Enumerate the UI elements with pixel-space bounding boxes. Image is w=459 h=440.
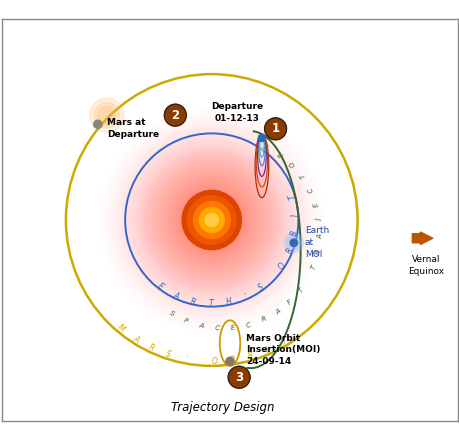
- Circle shape: [199, 208, 224, 232]
- Circle shape: [164, 104, 186, 126]
- Text: A: A: [171, 290, 179, 301]
- Text: T: T: [208, 300, 213, 308]
- Text: P: P: [182, 318, 189, 325]
- Text: O: O: [212, 357, 218, 366]
- Text: A: A: [316, 234, 323, 239]
- Text: T: T: [298, 172, 306, 179]
- Text: J: J: [316, 219, 322, 222]
- Text: E: E: [313, 202, 319, 207]
- Circle shape: [187, 196, 235, 244]
- Text: A: A: [130, 334, 140, 345]
- Text: B: B: [289, 229, 299, 236]
- Text: C: C: [214, 325, 219, 331]
- Text: ': ': [184, 355, 187, 364]
- Text: B: B: [246, 351, 254, 361]
- Text: 1: 1: [271, 122, 279, 136]
- Circle shape: [284, 233, 303, 253]
- Circle shape: [290, 239, 297, 246]
- Circle shape: [193, 202, 230, 238]
- Text: 3: 3: [235, 371, 243, 384]
- Circle shape: [94, 120, 102, 128]
- Text: O: O: [276, 261, 286, 271]
- Text: Mars at
Departure: Mars at Departure: [107, 118, 159, 139]
- Text: Departure
01-12-13: Departure 01-12-13: [210, 103, 263, 123]
- Text: C: C: [245, 322, 252, 329]
- Text: R: R: [230, 355, 236, 365]
- Text: C: C: [307, 186, 314, 193]
- Text: ': ': [243, 292, 248, 301]
- Text: E: E: [230, 325, 235, 331]
- Circle shape: [182, 191, 241, 249]
- Text: M: M: [115, 323, 126, 334]
- Circle shape: [286, 236, 300, 249]
- Text: Vernal
Equinox: Vernal Equinox: [407, 255, 443, 276]
- Text: H: H: [224, 297, 232, 307]
- Text: O: O: [288, 159, 296, 167]
- Text: S: S: [164, 350, 172, 359]
- Text: I: I: [265, 345, 270, 354]
- Circle shape: [205, 213, 218, 227]
- Circle shape: [264, 118, 286, 140]
- Circle shape: [98, 106, 115, 124]
- Circle shape: [94, 103, 119, 128]
- Text: R: R: [276, 149, 284, 157]
- Text: R: R: [314, 249, 321, 255]
- Text: T: T: [280, 337, 288, 347]
- Text: R: R: [147, 343, 156, 353]
- Text: R: R: [285, 246, 295, 254]
- Text: T: T: [297, 286, 304, 293]
- Text: E: E: [155, 281, 164, 291]
- Text: R: R: [260, 316, 267, 323]
- Circle shape: [225, 357, 234, 365]
- Text: Trajectory Design: Trajectory Design: [171, 401, 274, 414]
- Text: R: R: [189, 297, 196, 307]
- Text: Mars Orbit
Insertion(MOI)
24-09-14: Mars Orbit Insertion(MOI) 24-09-14: [246, 334, 319, 366]
- Text: Earth
at
MOI: Earth at MOI: [304, 227, 328, 259]
- Text: T: T: [287, 193, 297, 200]
- Text: T: T: [309, 264, 316, 271]
- Text: Y: Y: [263, 141, 269, 148]
- Text: S: S: [168, 310, 175, 318]
- Text: A: A: [198, 323, 204, 330]
- Circle shape: [289, 238, 297, 247]
- Circle shape: [90, 98, 124, 132]
- Circle shape: [228, 367, 250, 388]
- Text: S: S: [257, 282, 266, 293]
- Text: A: A: [274, 308, 281, 315]
- Text: I: I: [291, 213, 300, 216]
- FancyArrow shape: [411, 232, 432, 245]
- Text: 2: 2: [171, 109, 179, 121]
- Text: F: F: [286, 298, 293, 305]
- Circle shape: [257, 134, 265, 142]
